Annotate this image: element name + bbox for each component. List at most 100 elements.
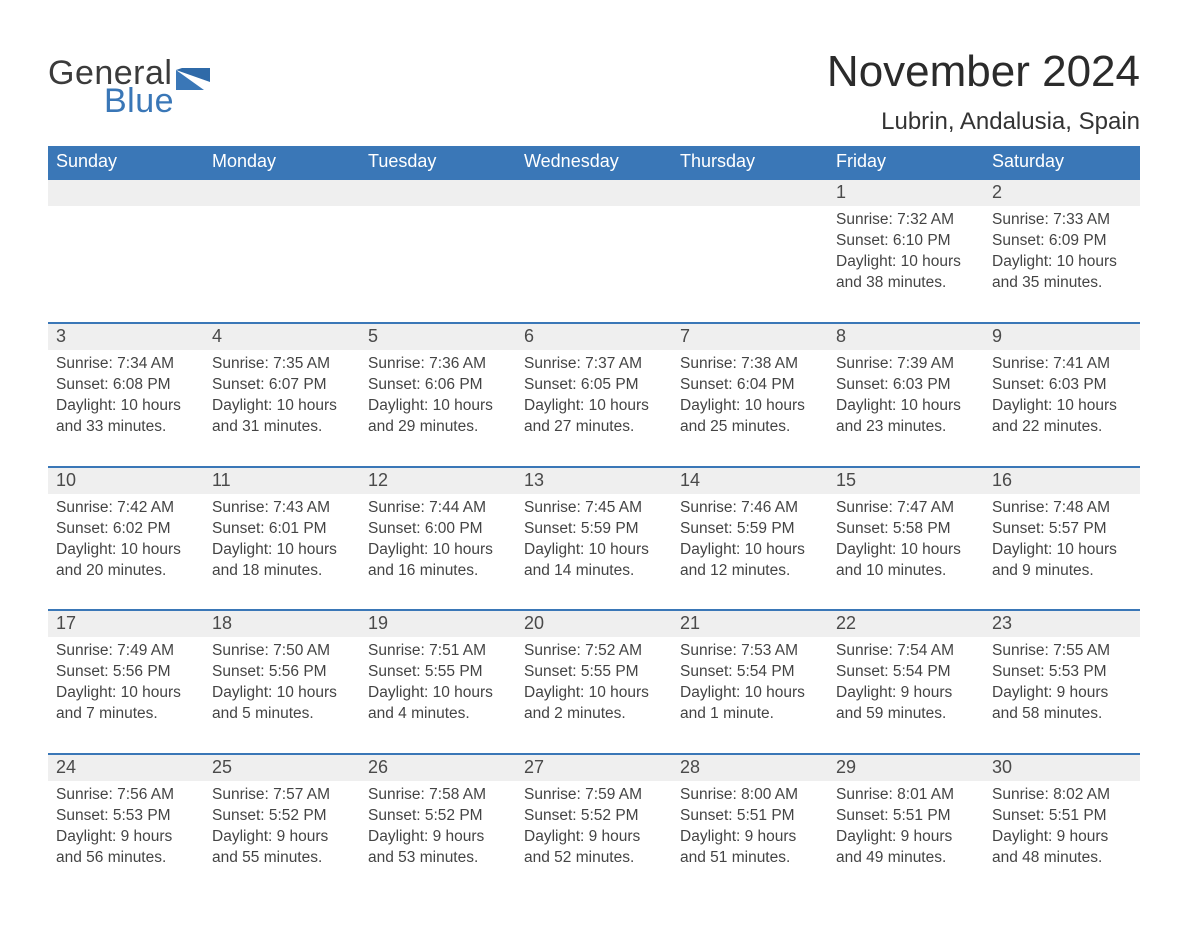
- day-detail: Sunrise: 7:44 AMSunset: 6:00 PMDaylight:…: [360, 494, 516, 610]
- week-row: 17Sunrise: 7:49 AMSunset: 5:56 PMDayligh…: [48, 610, 1140, 754]
- day-detail: Sunrise: 7:33 AMSunset: 6:09 PMDaylight:…: [984, 206, 1140, 322]
- day-number: 30: [984, 755, 1140, 781]
- header-bar: General Blue November 2024 Lubrin, Andal…: [48, 48, 1140, 136]
- day-detail: Sunrise: 7:47 AMSunset: 5:58 PMDaylight:…: [828, 494, 984, 610]
- day-number-blank: [48, 180, 204, 206]
- sunrise-text: Sunrise: 7:36 AM: [368, 354, 508, 375]
- sunrise-text: Sunrise: 7:41 AM: [992, 354, 1132, 375]
- daylight-text: Daylight: 9 hours and 53 minutes.: [368, 827, 508, 869]
- day-number: 4: [204, 324, 360, 350]
- day-cell: [516, 179, 672, 323]
- week-row: 1Sunrise: 7:32 AMSunset: 6:10 PMDaylight…: [48, 179, 1140, 323]
- sunrise-text: Sunrise: 7:35 AM: [212, 354, 352, 375]
- calendar-header-row: Sunday Monday Tuesday Wednesday Thursday…: [48, 146, 1140, 179]
- day-cell: [48, 179, 204, 323]
- sunrise-text: Sunrise: 7:47 AM: [836, 498, 976, 519]
- day-detail: Sunrise: 7:43 AMSunset: 6:01 PMDaylight:…: [204, 494, 360, 610]
- day-detail-blank: [516, 206, 672, 259]
- col-header: Wednesday: [516, 146, 672, 179]
- day-detail: Sunrise: 7:53 AMSunset: 5:54 PMDaylight:…: [672, 637, 828, 753]
- sunset-text: Sunset: 6:03 PM: [992, 375, 1132, 396]
- daylight-text: Daylight: 10 hours and 18 minutes.: [212, 540, 352, 582]
- sunrise-text: Sunrise: 7:58 AM: [368, 785, 508, 806]
- daylight-text: Daylight: 10 hours and 12 minutes.: [680, 540, 820, 582]
- day-number: 19: [360, 611, 516, 637]
- day-number: 25: [204, 755, 360, 781]
- day-detail: Sunrise: 7:48 AMSunset: 5:57 PMDaylight:…: [984, 494, 1140, 610]
- title-block: November 2024 Lubrin, Andalusia, Spain: [827, 48, 1140, 136]
- day-cell: 29Sunrise: 8:01 AMSunset: 5:51 PMDayligh…: [828, 754, 984, 897]
- daylight-text: Daylight: 10 hours and 4 minutes.: [368, 683, 508, 725]
- sunset-text: Sunset: 6:00 PM: [368, 519, 508, 540]
- day-cell: 24Sunrise: 7:56 AMSunset: 5:53 PMDayligh…: [48, 754, 204, 897]
- day-number-blank: [204, 180, 360, 206]
- calendar-body: 1Sunrise: 7:32 AMSunset: 6:10 PMDaylight…: [48, 179, 1140, 896]
- day-number: 9: [984, 324, 1140, 350]
- sunset-text: Sunset: 6:08 PM: [56, 375, 196, 396]
- daylight-text: Daylight: 10 hours and 9 minutes.: [992, 540, 1132, 582]
- day-detail: Sunrise: 7:54 AMSunset: 5:54 PMDaylight:…: [828, 637, 984, 753]
- day-cell: [672, 179, 828, 323]
- day-detail: Sunrise: 7:50 AMSunset: 5:56 PMDaylight:…: [204, 637, 360, 753]
- day-detail: Sunrise: 7:55 AMSunset: 5:53 PMDaylight:…: [984, 637, 1140, 753]
- week-row: 10Sunrise: 7:42 AMSunset: 6:02 PMDayligh…: [48, 467, 1140, 611]
- month-title: November 2024: [827, 48, 1140, 96]
- daylight-text: Daylight: 9 hours and 59 minutes.: [836, 683, 976, 725]
- sunset-text: Sunset: 6:04 PM: [680, 375, 820, 396]
- sunset-text: Sunset: 5:57 PM: [992, 519, 1132, 540]
- sunrise-text: Sunrise: 7:32 AM: [836, 210, 976, 231]
- daylight-text: Daylight: 10 hours and 27 minutes.: [524, 396, 664, 438]
- sunrise-text: Sunrise: 7:38 AM: [680, 354, 820, 375]
- sunrise-text: Sunrise: 7:54 AM: [836, 641, 976, 662]
- sunrise-text: Sunrise: 7:59 AM: [524, 785, 664, 806]
- sunrise-text: Sunrise: 7:53 AM: [680, 641, 820, 662]
- sunrise-text: Sunrise: 7:45 AM: [524, 498, 664, 519]
- week-row: 3Sunrise: 7:34 AMSunset: 6:08 PMDaylight…: [48, 323, 1140, 467]
- sunrise-text: Sunrise: 7:51 AM: [368, 641, 508, 662]
- daylight-text: Daylight: 10 hours and 35 minutes.: [992, 252, 1132, 294]
- day-number: 11: [204, 468, 360, 494]
- day-detail: Sunrise: 7:36 AMSunset: 6:06 PMDaylight:…: [360, 350, 516, 466]
- daylight-text: Daylight: 10 hours and 29 minutes.: [368, 396, 508, 438]
- sunset-text: Sunset: 5:52 PM: [212, 806, 352, 827]
- sunset-text: Sunset: 5:51 PM: [680, 806, 820, 827]
- sunrise-text: Sunrise: 7:34 AM: [56, 354, 196, 375]
- day-cell: 12Sunrise: 7:44 AMSunset: 6:00 PMDayligh…: [360, 467, 516, 611]
- sunset-text: Sunset: 5:53 PM: [992, 662, 1132, 683]
- day-number-blank: [516, 180, 672, 206]
- week-row: 24Sunrise: 7:56 AMSunset: 5:53 PMDayligh…: [48, 754, 1140, 897]
- day-cell: 15Sunrise: 7:47 AMSunset: 5:58 PMDayligh…: [828, 467, 984, 611]
- sunset-text: Sunset: 5:51 PM: [992, 806, 1132, 827]
- day-detail: Sunrise: 7:42 AMSunset: 6:02 PMDaylight:…: [48, 494, 204, 610]
- day-cell: 10Sunrise: 7:42 AMSunset: 6:02 PMDayligh…: [48, 467, 204, 611]
- daylight-text: Daylight: 9 hours and 51 minutes.: [680, 827, 820, 869]
- day-cell: 30Sunrise: 8:02 AMSunset: 5:51 PMDayligh…: [984, 754, 1140, 897]
- sunrise-text: Sunrise: 8:01 AM: [836, 785, 976, 806]
- day-cell: 11Sunrise: 7:43 AMSunset: 6:01 PMDayligh…: [204, 467, 360, 611]
- day-detail: Sunrise: 7:37 AMSunset: 6:05 PMDaylight:…: [516, 350, 672, 466]
- sunset-text: Sunset: 5:56 PM: [56, 662, 196, 683]
- day-detail: Sunrise: 7:49 AMSunset: 5:56 PMDaylight:…: [48, 637, 204, 753]
- day-number: 22: [828, 611, 984, 637]
- day-cell: 8Sunrise: 7:39 AMSunset: 6:03 PMDaylight…: [828, 323, 984, 467]
- day-detail: Sunrise: 8:02 AMSunset: 5:51 PMDaylight:…: [984, 781, 1140, 897]
- day-cell: 7Sunrise: 7:38 AMSunset: 6:04 PMDaylight…: [672, 323, 828, 467]
- day-cell: 17Sunrise: 7:49 AMSunset: 5:56 PMDayligh…: [48, 610, 204, 754]
- day-cell: 23Sunrise: 7:55 AMSunset: 5:53 PMDayligh…: [984, 610, 1140, 754]
- day-number: 26: [360, 755, 516, 781]
- day-detail: Sunrise: 7:35 AMSunset: 6:07 PMDaylight:…: [204, 350, 360, 466]
- col-header: Sunday: [48, 146, 204, 179]
- day-cell: 16Sunrise: 7:48 AMSunset: 5:57 PMDayligh…: [984, 467, 1140, 611]
- sunrise-text: Sunrise: 7:48 AM: [992, 498, 1132, 519]
- day-number: 6: [516, 324, 672, 350]
- day-cell: 6Sunrise: 7:37 AMSunset: 6:05 PMDaylight…: [516, 323, 672, 467]
- day-number: 17: [48, 611, 204, 637]
- sunset-text: Sunset: 5:59 PM: [524, 519, 664, 540]
- day-cell: [360, 179, 516, 323]
- sunset-text: Sunset: 6:05 PM: [524, 375, 664, 396]
- day-detail: Sunrise: 7:58 AMSunset: 5:52 PMDaylight:…: [360, 781, 516, 897]
- day-cell: 4Sunrise: 7:35 AMSunset: 6:07 PMDaylight…: [204, 323, 360, 467]
- sunrise-text: Sunrise: 7:49 AM: [56, 641, 196, 662]
- sunrise-text: Sunrise: 7:42 AM: [56, 498, 196, 519]
- day-detail-blank: [48, 206, 204, 259]
